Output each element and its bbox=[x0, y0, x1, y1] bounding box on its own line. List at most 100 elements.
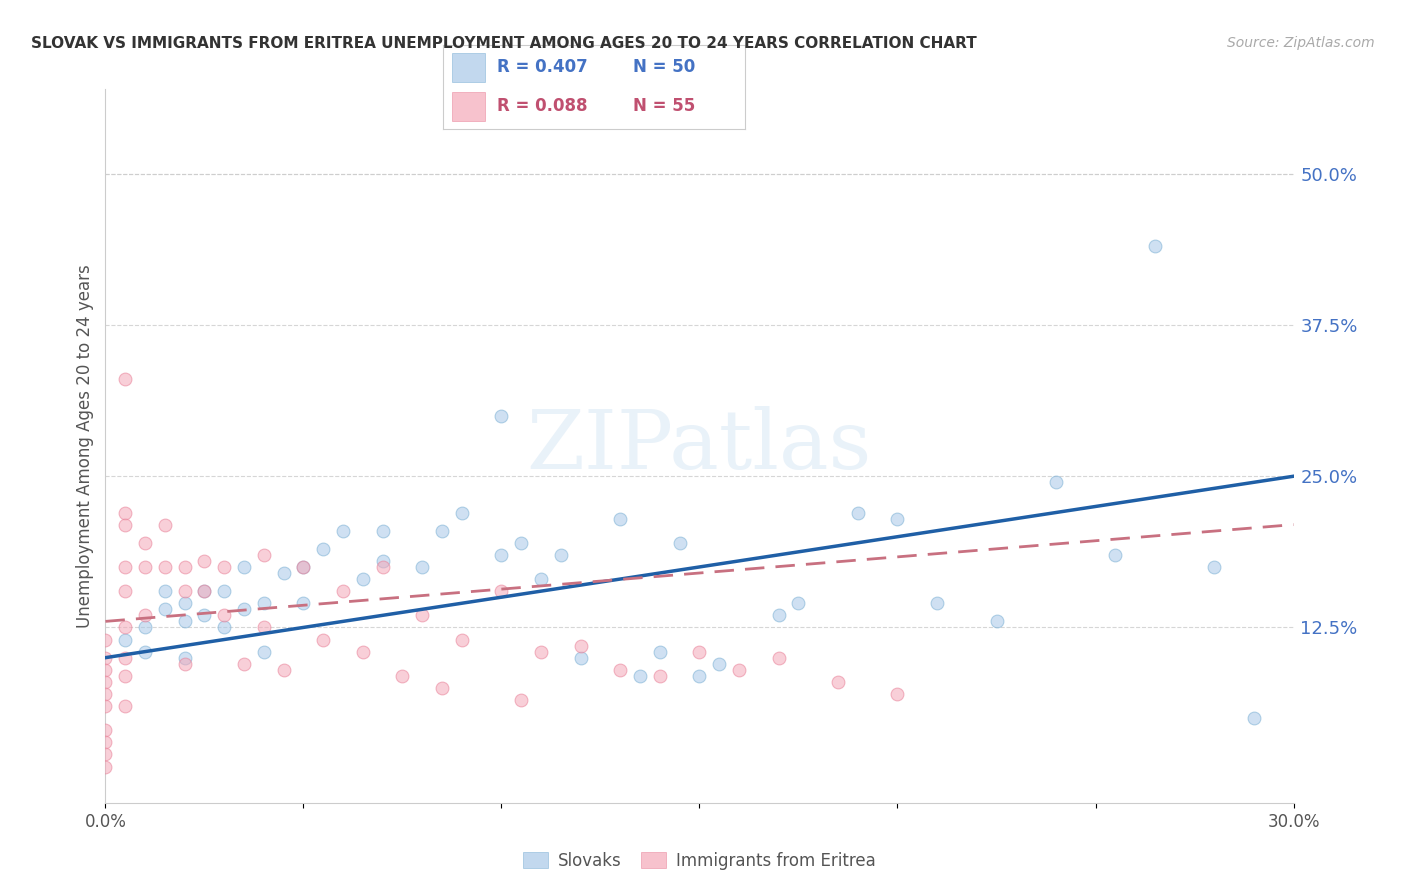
Point bbox=[569, 650, 592, 665]
Point bbox=[371, 554, 394, 568]
Point bbox=[768, 608, 790, 623]
Point bbox=[787, 596, 810, 610]
Point bbox=[273, 566, 295, 580]
Point bbox=[273, 663, 295, 677]
Point bbox=[352, 572, 374, 586]
Point bbox=[628, 669, 651, 683]
Point bbox=[312, 541, 335, 556]
Point bbox=[214, 620, 236, 634]
Point bbox=[214, 608, 236, 623]
Point bbox=[491, 584, 513, 599]
Point bbox=[214, 560, 236, 574]
Point bbox=[173, 560, 195, 574]
Point bbox=[134, 560, 156, 574]
Point bbox=[214, 584, 236, 599]
Point bbox=[253, 596, 276, 610]
Point bbox=[709, 657, 731, 671]
Point bbox=[153, 602, 176, 616]
Point bbox=[114, 560, 136, 574]
Point bbox=[332, 524, 354, 538]
Point bbox=[668, 535, 690, 549]
Point bbox=[491, 409, 513, 423]
Point bbox=[1045, 475, 1067, 490]
Point bbox=[1104, 548, 1126, 562]
FancyBboxPatch shape bbox=[451, 92, 485, 120]
Point bbox=[312, 632, 335, 647]
Point bbox=[94, 650, 117, 665]
Point bbox=[114, 584, 136, 599]
Point bbox=[728, 663, 751, 677]
Point bbox=[114, 506, 136, 520]
Point bbox=[1143, 239, 1166, 253]
Point bbox=[886, 511, 908, 525]
Point bbox=[689, 669, 711, 683]
Text: ZIPatlas: ZIPatlas bbox=[527, 406, 872, 486]
Point bbox=[114, 372, 136, 386]
Point bbox=[94, 699, 117, 714]
Point bbox=[114, 650, 136, 665]
Point bbox=[253, 548, 276, 562]
Point bbox=[292, 560, 315, 574]
Point bbox=[430, 524, 453, 538]
Point bbox=[986, 615, 1008, 629]
Point bbox=[886, 687, 908, 701]
Point bbox=[193, 608, 215, 623]
Point bbox=[1243, 711, 1265, 725]
Point bbox=[689, 645, 711, 659]
Point bbox=[94, 747, 117, 762]
Point bbox=[450, 506, 472, 520]
Point bbox=[173, 615, 195, 629]
Point bbox=[371, 524, 394, 538]
Point bbox=[430, 681, 453, 695]
Point bbox=[569, 639, 592, 653]
Point bbox=[173, 650, 195, 665]
Point bbox=[114, 620, 136, 634]
Point bbox=[411, 608, 433, 623]
Point bbox=[510, 535, 533, 549]
Point bbox=[94, 687, 117, 701]
Point bbox=[450, 632, 472, 647]
Point bbox=[94, 663, 117, 677]
Point bbox=[352, 645, 374, 659]
Point bbox=[233, 602, 256, 616]
Point bbox=[153, 517, 176, 532]
Point bbox=[846, 506, 869, 520]
Point bbox=[173, 584, 195, 599]
Text: SLOVAK VS IMMIGRANTS FROM ERITREA UNEMPLOYMENT AMONG AGES 20 TO 24 YEARS CORRELA: SLOVAK VS IMMIGRANTS FROM ERITREA UNEMPL… bbox=[31, 36, 977, 51]
Point bbox=[292, 596, 315, 610]
Point bbox=[233, 657, 256, 671]
Text: Source: ZipAtlas.com: Source: ZipAtlas.com bbox=[1227, 36, 1375, 50]
Point bbox=[768, 650, 790, 665]
Point bbox=[233, 560, 256, 574]
Text: R = 0.407: R = 0.407 bbox=[498, 59, 588, 77]
Point bbox=[491, 548, 513, 562]
Point bbox=[609, 511, 631, 525]
Point bbox=[193, 584, 215, 599]
Point bbox=[94, 674, 117, 689]
Point bbox=[391, 669, 413, 683]
Point bbox=[332, 584, 354, 599]
Point bbox=[134, 535, 156, 549]
Point bbox=[510, 693, 533, 707]
Point bbox=[94, 735, 117, 749]
Point bbox=[648, 645, 671, 659]
Point bbox=[94, 723, 117, 738]
Point bbox=[253, 645, 276, 659]
Point bbox=[114, 699, 136, 714]
Point bbox=[134, 620, 156, 634]
Point bbox=[827, 674, 849, 689]
Text: N = 50: N = 50 bbox=[633, 59, 696, 77]
Text: N = 55: N = 55 bbox=[633, 96, 696, 114]
Point bbox=[925, 596, 948, 610]
Point bbox=[371, 560, 394, 574]
Point bbox=[153, 584, 176, 599]
Point bbox=[1204, 560, 1226, 574]
Point bbox=[193, 584, 215, 599]
Point bbox=[292, 560, 315, 574]
Point bbox=[609, 663, 631, 677]
Text: R = 0.088: R = 0.088 bbox=[498, 96, 588, 114]
Point bbox=[411, 560, 433, 574]
Point bbox=[253, 620, 276, 634]
Point bbox=[114, 669, 136, 683]
Y-axis label: Unemployment Among Ages 20 to 24 years: Unemployment Among Ages 20 to 24 years bbox=[76, 264, 94, 628]
